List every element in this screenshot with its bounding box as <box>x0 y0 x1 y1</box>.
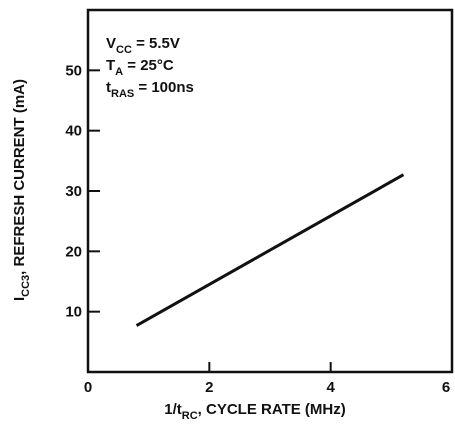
annotation-part: V <box>106 35 116 52</box>
annotation: VCC = 5.5V <box>106 35 180 56</box>
annotation: tRAS = 100ns <box>106 79 194 100</box>
y-axis-label-part: I <box>11 297 28 301</box>
y-tick-label: 20 <box>65 243 82 260</box>
annotation-part: = 25°C <box>123 57 174 74</box>
annotation-part: t <box>106 79 111 96</box>
x-axis-label-part: 1/t <box>164 401 182 418</box>
y-axis-label-part: , REFRESH CURRENT (mA) <box>11 79 28 275</box>
y-axis-label-part: CC3 <box>20 275 32 297</box>
x-tick-label: 0 <box>84 379 92 396</box>
y-axis-label: ICC3, REFRESH CURRENT (mA) <box>11 79 32 301</box>
y-tick-label: 40 <box>65 123 82 140</box>
annotation: TA = 25°C <box>106 57 174 78</box>
y-tick-label: 30 <box>65 183 82 200</box>
x-tick-label: 4 <box>326 379 335 396</box>
annotation-part: A <box>115 66 123 78</box>
x-axis-label-part: RC <box>182 410 198 422</box>
x-axis-label: 1/tRC, CYCLE RATE (MHz) <box>164 401 345 422</box>
x-tick-label: 6 <box>442 379 450 396</box>
annotation-part: T <box>106 57 115 74</box>
annotation-part: = 5.5V <box>132 35 180 52</box>
y-tick-label: 10 <box>65 304 82 321</box>
annotation-part: CC <box>116 44 132 56</box>
data-line <box>135 173 405 327</box>
annotation-part: = 100ns <box>134 79 194 96</box>
x-tick-label: 2 <box>205 379 213 396</box>
y-tick-label: 50 <box>65 62 82 79</box>
annotation-part: RAS <box>111 88 134 100</box>
x-axis-label-part: , CYCLE RATE (MHz) <box>198 401 346 418</box>
